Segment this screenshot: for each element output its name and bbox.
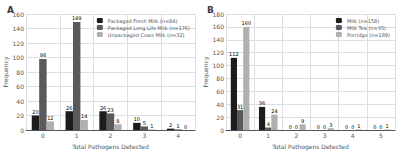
svg-text:Packaged Fresh Milk (n=84): Packaged Fresh Milk (n=84): [108, 18, 178, 25]
svg-text:Milk Tea (n=35): Milk Tea (n=35): [347, 25, 386, 31]
svg-text:160: 160: [242, 20, 252, 26]
svg-text:60: 60: [16, 83, 24, 90]
svg-text:3: 3: [329, 122, 332, 128]
svg-text:20: 20: [32, 109, 38, 115]
svg-text:1: 1: [177, 123, 180, 129]
svg-text:3: 3: [142, 132, 146, 139]
svg-text:Frequency: Frequency: [202, 56, 210, 87]
svg-text:0: 0: [20, 127, 24, 134]
svg-text:12: 12: [47, 115, 53, 121]
svg-text:Unpackaged Cows Milk (n=32): Unpackaged Cows Milk (n=32): [108, 32, 185, 39]
svg-text:0: 0: [238, 132, 242, 139]
svg-text:40: 40: [16, 98, 24, 105]
svg-text:Total Pathogens Detected: Total Pathogens Detected: [271, 143, 349, 151]
svg-text:0: 0: [295, 124, 298, 130]
svg-text:Total Pathogens Detected: Total Pathogens Detected: [71, 143, 149, 151]
svg-text:0: 0: [41, 132, 45, 139]
svg-text:26: 26: [100, 105, 106, 111]
svg-text:80: 80: [16, 69, 24, 76]
svg-text:120: 120: [213, 49, 225, 56]
svg-text:160: 160: [213, 23, 225, 30]
svg-text:60: 60: [216, 88, 224, 95]
svg-text:3: 3: [323, 132, 327, 139]
svg-text:4: 4: [351, 132, 355, 139]
svg-text:24: 24: [271, 108, 277, 114]
svg-text:100: 100: [213, 62, 225, 69]
svg-text:100: 100: [13, 54, 25, 61]
svg-text:10: 10: [134, 116, 140, 122]
svg-text:Frequency: Frequency: [2, 56, 10, 87]
svg-text:2: 2: [295, 132, 299, 139]
svg-text:5: 5: [379, 132, 383, 139]
svg-text:23: 23: [107, 107, 113, 113]
svg-text:180: 180: [213, 11, 225, 18]
svg-text:98: 98: [40, 52, 46, 58]
svg-text:0: 0: [323, 124, 326, 130]
svg-text:2: 2: [109, 132, 113, 139]
svg-text:5: 5: [143, 120, 146, 126]
svg-text:2: 2: [169, 122, 172, 128]
svg-text:1: 1: [75, 132, 79, 139]
svg-text:140: 140: [13, 25, 25, 32]
svg-text:4: 4: [176, 132, 180, 139]
svg-text:112: 112: [229, 51, 239, 57]
svg-text:14: 14: [81, 113, 87, 119]
svg-text:8: 8: [116, 118, 119, 124]
svg-text:0: 0: [373, 124, 376, 130]
svg-text:9: 9: [301, 118, 304, 124]
svg-text:26: 26: [66, 105, 72, 111]
svg-text:80: 80: [216, 75, 224, 82]
svg-text:0: 0: [184, 124, 187, 130]
svg-text:0: 0: [317, 124, 320, 130]
svg-text:20: 20: [216, 114, 224, 121]
svg-text:31: 31: [237, 104, 243, 110]
svg-text:0: 0: [345, 124, 348, 130]
svg-text:Packaged Long Life Milk (n=176: Packaged Long Life Milk (n=176): [108, 25, 190, 32]
svg-text:0: 0: [379, 124, 382, 130]
svg-text:160: 160: [13, 11, 25, 18]
svg-text:140: 140: [213, 36, 225, 43]
svg-text:Porridge (n=189): Porridge (n=189): [347, 32, 390, 39]
svg-text:40: 40: [216, 101, 224, 108]
svg-text:149: 149: [72, 15, 82, 21]
svg-text:120: 120: [13, 40, 25, 47]
svg-text:36: 36: [259, 100, 265, 106]
svg-text:A: A: [7, 5, 14, 15]
svg-text:4: 4: [267, 121, 270, 127]
svg-text:1: 1: [357, 123, 360, 129]
svg-text:B: B: [207, 5, 214, 15]
svg-text:1: 1: [150, 123, 153, 129]
svg-text:1: 1: [386, 123, 389, 129]
svg-text:Milk (n=158): Milk (n=158): [347, 18, 379, 24]
svg-text:1: 1: [266, 132, 270, 139]
svg-text:0: 0: [289, 124, 292, 130]
svg-text:0: 0: [220, 127, 224, 134]
svg-text:0: 0: [351, 124, 354, 130]
svg-text:20: 20: [16, 112, 24, 119]
